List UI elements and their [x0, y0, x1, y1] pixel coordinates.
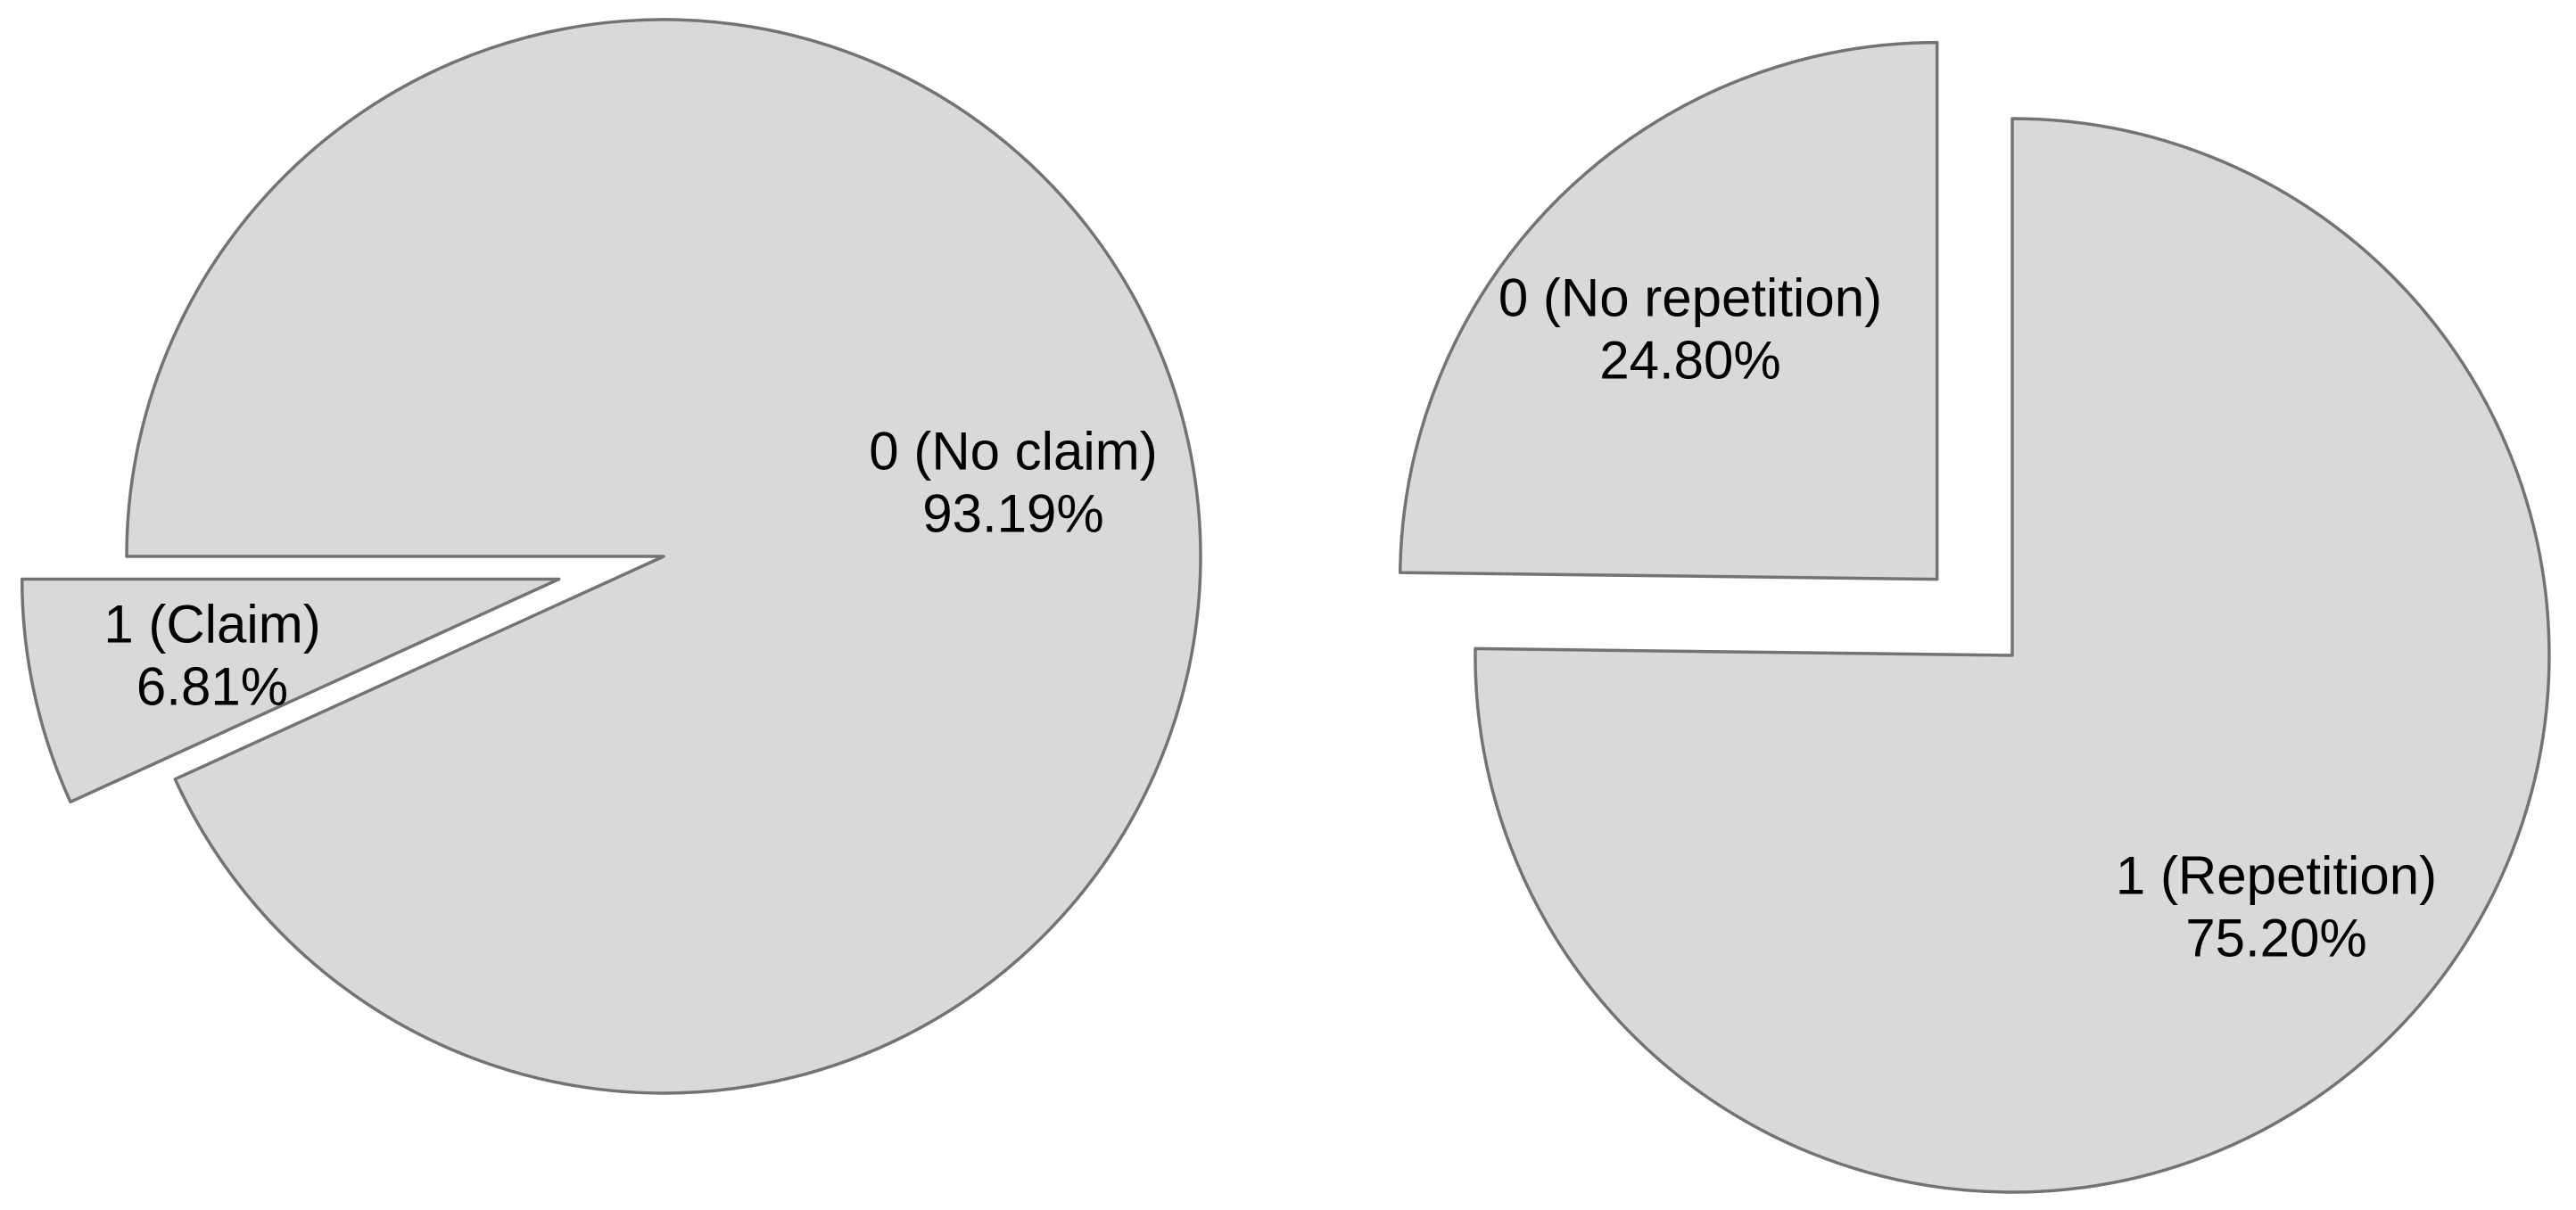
- pie-slice-label-0-no-claim: 0 (No claim) 93.19%: [869, 422, 1157, 544]
- pie-slice-0-no-claim: [125, 18, 1202, 1095]
- pie-slice-label-1-claim: 1 (Claim) 6.81%: [103, 595, 320, 717]
- pie-chart-repetition: 0 (No repetition) 24.80% 1 (Repetition) 75.…: [1398, 40, 2551, 1194]
- slice-category-text: 1 (Claim): [103, 595, 320, 654]
- slice-percentage-text: 6.81%: [136, 657, 288, 717]
- pie-slice-1-repetition: [1474, 117, 2551, 1194]
- pie-slice-label-1-repetition: 1 (Repetition) 75.20%: [2116, 846, 2437, 968]
- pie-slice-0-no-repetition: [1398, 40, 1939, 581]
- slice-category-text: 0 (No claim): [869, 422, 1157, 482]
- slice-percentage-text: 75.20%: [2185, 909, 2367, 968]
- slice-percentage-text: 93.19%: [922, 484, 1104, 544]
- pie-slice-label-0-no-repetition: 0 (No repetition) 24.80%: [1499, 268, 1882, 391]
- pie-chart-claim: 0 (No claim) 93.19% 1 (Claim) 6.81%: [20, 18, 1202, 1095]
- slice-category-text: 1 (Repetition): [2116, 846, 2437, 906]
- slice-percentage-text: 24.80%: [1599, 331, 1781, 391]
- pie-slice-1-claim: [20, 577, 561, 804]
- slice-category-text: 0 (No repetition): [1499, 268, 1882, 328]
